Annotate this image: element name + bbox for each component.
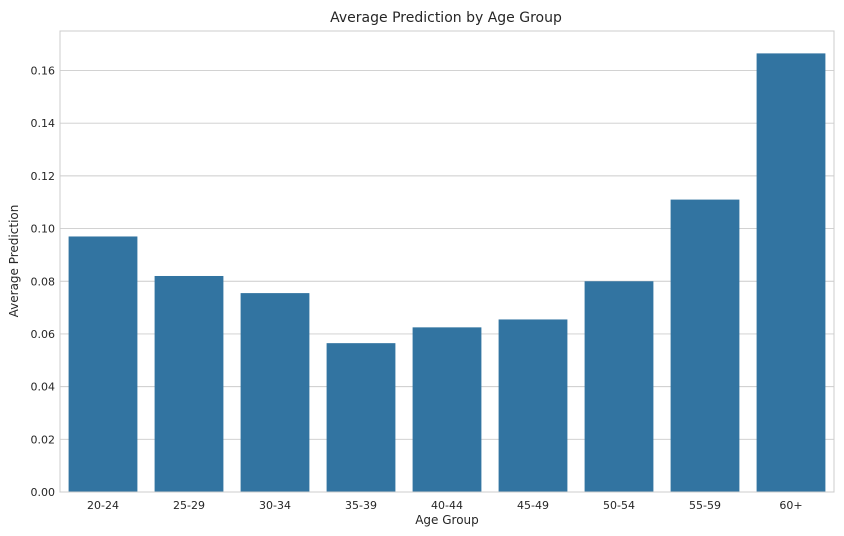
bar-60+ xyxy=(756,53,826,493)
x-tick-label: 30-34 xyxy=(259,499,291,512)
x-tick-label: 55-59 xyxy=(689,499,721,512)
bar-30-34 xyxy=(240,293,310,492)
bar-25-29 xyxy=(154,275,224,492)
x-tick-label: 35-39 xyxy=(345,499,377,512)
x-tick-label: 40-44 xyxy=(431,499,463,512)
y-tick-label: 0.02 xyxy=(31,433,56,446)
y-tick-label: 0.08 xyxy=(31,275,56,288)
bar-35-39 xyxy=(326,343,396,492)
plot-frame xyxy=(59,30,835,493)
x-tick-label: 20-24 xyxy=(87,499,119,512)
y-tick-label: 0.00 xyxy=(31,486,56,499)
bar-20-24 xyxy=(68,236,138,492)
x-axis-label: Age Group xyxy=(415,513,479,527)
chart-title: Average Prediction by Age Group xyxy=(330,10,562,26)
x-axis-ticks: 20-24 25-29 30-34 35-39 40-44 45-49 50-54 55-59… xyxy=(87,499,803,512)
y-tick-label: 0.06 xyxy=(31,328,56,341)
bar-50-54 xyxy=(584,281,654,492)
y-axis-ticks: 0.00 0.02 0.04 0.06 0.08 0.10 0.12 0.14 0.16 xyxy=(31,65,56,499)
x-tick-label: 60+ xyxy=(779,499,802,512)
y-tick-label: 0.10 xyxy=(31,223,56,236)
y-axis-label: Average Prediction xyxy=(7,205,21,318)
x-tick-label: 50-54 xyxy=(603,499,635,512)
bar-45-49 xyxy=(498,319,568,492)
x-tick-label: 25-29 xyxy=(173,499,205,512)
y-tick-label: 0.14 xyxy=(31,117,56,130)
y-tick-label: 0.04 xyxy=(31,381,56,394)
y-tick-label: 0.16 xyxy=(31,65,56,78)
bar-55-59 xyxy=(670,199,740,492)
x-tick-label: 45-49 xyxy=(517,499,549,512)
y-tick-label: 0.12 xyxy=(31,170,56,183)
bars xyxy=(68,53,826,493)
bar-40-44 xyxy=(412,327,482,492)
